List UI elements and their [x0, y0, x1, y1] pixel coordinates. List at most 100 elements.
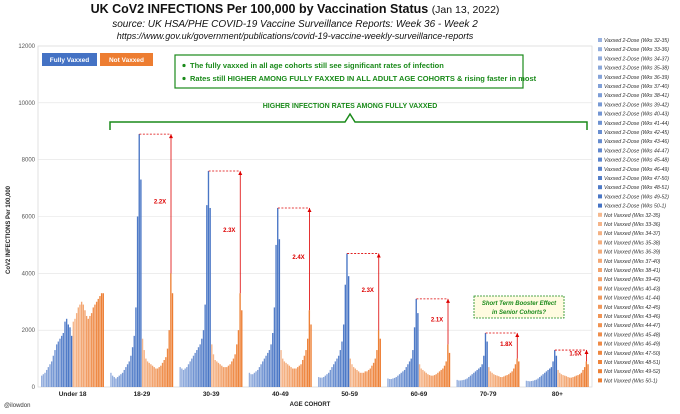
bar-notvaxxed-5-0: [418, 364, 421, 387]
source-url: https://www.gov.uk/government/publicatio…: [116, 31, 474, 41]
bar-vaxxed-4-5: [326, 374, 328, 387]
legend-swatch-0-12: [598, 148, 602, 153]
bar-vaxxed-3-13: [270, 344, 272, 387]
bar-vaxxed-4-12: [337, 355, 340, 387]
bar-vaxxed-0-1: [42, 374, 45, 387]
bar-vaxxed-7-2: [529, 381, 531, 387]
bar-vaxxed-2-14: [202, 330, 205, 387]
bar-notvaxxed-5-11: [437, 372, 439, 387]
ratio-arrow-2: [307, 207, 312, 212]
legend-not-vaxxed-swatch: [100, 53, 153, 66]
bar-vaxxed-4-15: [342, 324, 345, 387]
y-tick-6000: 6000: [22, 215, 36, 221]
bar-vaxxed-2-1: [181, 368, 183, 387]
bar-notvaxxed-6-4: [494, 375, 497, 387]
legend-label-0-6: Vaxxed 2-Dose (Wks 38-41): [604, 93, 669, 99]
bar-notvaxxed-3-5: [288, 365, 291, 387]
bar-notvaxxed-1-7: [153, 367, 155, 387]
bar-vaxxed-6-1: [458, 380, 460, 387]
higher-rates-bracket: [109, 112, 588, 130]
bar-vaxxed-6-12: [476, 369, 478, 387]
bar-notvaxxed-1-15: [166, 348, 169, 387]
ratio-arrow-5: [515, 333, 520, 338]
legend-label-0-9: Vaxxed 2-Dose (Wks 41-44): [604, 121, 669, 127]
bar-notvaxxed-6-7: [499, 377, 502, 387]
legend-label-0-18: Vaxxed 2-Dose (Wks 50-1): [604, 204, 666, 210]
bar-vaxxed-0-14: [64, 321, 66, 387]
bar-notvaxxed-3-3: [285, 362, 287, 387]
title-text: UK CoV2 INFECTIONS Per 100,000 by Vaccin…: [90, 2, 429, 16]
bar-notvaxxed-7-6: [567, 377, 569, 387]
bar-notvaxxed-0-9: [87, 318, 89, 387]
bar-notvaxxed-4-16: [376, 350, 378, 387]
bar-notvaxxed-3-7: [292, 368, 294, 387]
bar-vaxxed-4-8: [331, 367, 333, 387]
bar-vaxxed-3-2: [252, 374, 254, 387]
legend-label-0-14: Vaxxed 2-Dose (Wks 46-49): [604, 167, 669, 173]
bar-notvaxxed-2-4: [217, 362, 220, 387]
bar-vaxxed-5-0: [387, 378, 389, 387]
bar-vaxxed-6-6: [466, 378, 468, 387]
bar-vaxxed-6-17: [484, 333, 487, 387]
bar-notvaxxed-7-3: [562, 375, 564, 387]
bar-vaxxed-1-17: [138, 134, 140, 387]
legend-swatch-0-11: [598, 139, 602, 144]
legend-label-1-8: Not Vaxxed (Wks 40-43): [604, 286, 661, 292]
bar-vaxxed-3-18: [278, 239, 281, 387]
credit: @ilowdon: [4, 403, 31, 409]
bar-vaxxed-2-6: [189, 361, 191, 387]
bar-vaxxed-4-10: [334, 361, 337, 387]
bar-vaxxed-7-3: [530, 381, 533, 387]
bar-notvaxxed-5-16: [445, 361, 447, 387]
bar-notvaxxed-5-3: [423, 371, 426, 387]
bar-notvaxxed-1-6: [151, 365, 154, 387]
bar-notvaxxed-7-14: [580, 372, 583, 387]
legend-swatch-1-16: [598, 360, 602, 364]
ratio-arrow-0: [169, 134, 174, 139]
bar-notvaxxed-7-4: [564, 375, 566, 387]
bar-vaxxed-3-14: [272, 333, 274, 387]
legend-label-0-8: Vaxxed 2-Dose (Wks 40-43): [604, 112, 669, 118]
bar-vaxxed-6-2: [459, 380, 462, 387]
bar-vaxxed-5-15: [412, 350, 414, 387]
legend-not-vaxxed-label: Not Vaxxed: [109, 57, 144, 64]
bar-notvaxxed-2-10: [227, 365, 230, 387]
bar-notvaxxed-2-11: [229, 364, 231, 387]
legend-swatch-0-2: [598, 56, 602, 61]
ratio-arrow-4: [446, 298, 451, 303]
bar-vaxxed-2-0: [179, 367, 181, 387]
bar-notvaxxed-7-2: [560, 374, 563, 387]
bar-notvaxxed-6-9: [503, 376, 505, 387]
bar-vaxxed-2-12: [199, 344, 201, 387]
bar-notvaxxed-4-6: [359, 372, 361, 387]
legend-label-0-0: Vaxxed 2-Dose (Wks 32-35): [604, 38, 669, 44]
bar-notvaxxed-1-10: [158, 367, 160, 387]
bar-notvaxxed-2-5: [219, 364, 221, 387]
bar-vaxxed-1-10: [126, 364, 129, 387]
bar-vaxxed-4-9: [332, 364, 335, 387]
bar-notvaxxed-6-12: [508, 374, 510, 387]
bar-notvaxxed-4-11: [367, 369, 370, 387]
bar-notvaxxed-0-10: [89, 315, 91, 387]
bar-vaxxed-7-8: [539, 377, 541, 387]
bar-notvaxxed-5-6: [428, 375, 431, 387]
bar-vaxxed-1-3: [115, 378, 117, 387]
legend-label-0-5: Vaxxed 2-Dose (Wks 37-40): [604, 84, 669, 90]
bar-notvaxxed-0-0: [72, 321, 74, 387]
legend-label-1-6: Not Vaxxed (Wks 38-41): [604, 268, 661, 274]
legend-label-0-12: Vaxxed 2-Dose (Wks 44-47): [604, 148, 669, 154]
bar-notvaxxed-0-16: [99, 296, 101, 387]
bar-vaxxed-7-13: [547, 369, 549, 387]
legend-swatch-1-15: [598, 350, 602, 355]
bar-vaxxed-1-15: [135, 307, 137, 387]
legend-label-1-3: Not Vaxxed (Wks 35-38): [604, 240, 661, 246]
legend-swatch-0-16: [598, 185, 602, 190]
legend-swatch-1-13: [598, 332, 602, 337]
legend-label-1-10: Not Vaxxed (Wks 42-45): [604, 305, 661, 311]
legend-label-1-16: Not Vaxxed (Wks 48-51): [604, 360, 661, 366]
legend-label-0-17: Vaxxed 2-Dose (Wks 49-52): [604, 194, 669, 200]
bar-vaxxed-0-17: [69, 327, 71, 387]
bar-notvaxxed-1-0: [141, 338, 144, 387]
bar-vaxxed-3-3: [253, 372, 256, 387]
ratio-label-2: 2.4X: [292, 255, 304, 261]
